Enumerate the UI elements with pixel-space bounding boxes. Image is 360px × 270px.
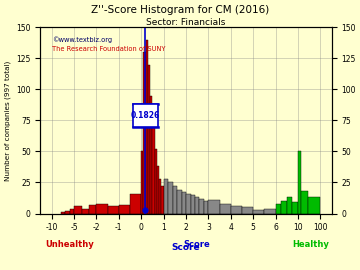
Text: Score: Score [184,239,211,249]
Bar [199,199,204,214]
Bar [60,212,65,214]
Bar [144,52,146,214]
Bar [168,183,172,214]
Bar [96,204,108,214]
Bar [161,186,164,214]
Title: Sector: Financials: Sector: Financials [147,18,226,27]
Bar [242,207,253,214]
Bar [177,190,181,214]
Bar [152,124,155,214]
Bar [276,204,281,214]
Bar [164,179,168,214]
Y-axis label: Number of companies (997 total): Number of companies (997 total) [4,60,11,181]
Bar [292,202,298,214]
Bar [150,96,152,214]
X-axis label: Score: Score [172,243,201,252]
Bar [172,186,177,214]
Bar [65,211,69,214]
Bar [231,206,242,214]
Bar [74,206,81,214]
Bar [119,205,130,214]
FancyBboxPatch shape [133,104,158,127]
Text: 0.1826: 0.1826 [131,111,160,120]
Bar [195,197,199,214]
Bar [155,149,157,214]
Bar [264,208,276,214]
Bar [204,201,208,214]
Bar [208,200,220,214]
Bar [186,194,190,214]
Bar [89,205,96,214]
Text: Z''-Score Histogram for CM (2016): Z''-Score Histogram for CM (2016) [91,5,269,15]
Text: Unhealthy: Unhealthy [45,239,94,249]
Bar [253,210,264,214]
Bar [301,191,308,214]
Text: Healthy: Healthy [292,239,329,249]
Bar [190,195,195,214]
Bar [298,151,301,214]
Bar [148,65,150,214]
Bar [69,208,74,214]
Bar [220,204,231,214]
Bar [287,197,292,214]
Bar [81,208,89,214]
Bar [181,193,186,214]
Bar [108,206,119,214]
Bar [130,194,141,214]
Bar [159,179,161,214]
Bar [157,166,159,214]
Text: ©www.textbiz.org: ©www.textbiz.org [51,36,112,43]
Bar [281,201,287,214]
Bar [308,197,320,214]
Bar [146,40,148,214]
Bar [141,151,144,214]
Text: The Research Foundation of SUNY: The Research Foundation of SUNY [51,46,165,52]
